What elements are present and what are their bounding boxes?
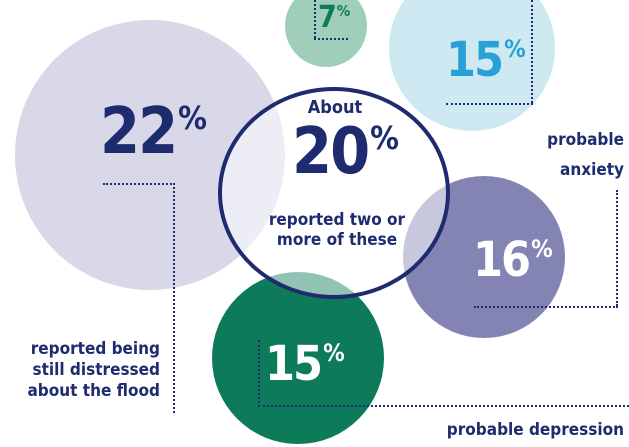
distressed-label-line-3: about the flood — [27, 381, 160, 401]
depression-value: 15 — [265, 336, 323, 392]
depression-connector-h — [258, 405, 629, 407]
combined-unit: % — [370, 118, 399, 157]
combined-circle — [218, 87, 450, 299]
anxiety-connector-h — [446, 103, 533, 105]
combined-label-line-1: reported two or — [268, 210, 406, 230]
depression-connector-v — [258, 340, 260, 407]
top-connector-v — [314, 0, 316, 38]
anxiety-label-line-1: probable — [547, 130, 624, 150]
distress-connector-v — [173, 183, 175, 413]
purple-unit: % — [531, 235, 553, 264]
depression-unit: % — [323, 339, 345, 368]
combined-value: 20 — [292, 115, 370, 189]
anxiety-connector-v — [531, 0, 533, 103]
distressed-stat: 22% — [100, 100, 207, 164]
purple-value: 16 — [473, 232, 531, 288]
distressed-value: 22 — [100, 95, 178, 169]
purple-connector-v — [616, 190, 618, 306]
top-stat: 7% — [318, 3, 350, 33]
anxiety-stat: 15% — [446, 36, 526, 84]
depression-stat: 15% — [265, 340, 345, 388]
depression-circle — [212, 272, 384, 444]
anxiety-value: 15 — [446, 32, 504, 88]
anxiety-circle — [389, 0, 555, 131]
top-small-circle — [285, 0, 367, 67]
distressed-label-line-1: reported being — [30, 339, 160, 359]
top-value: 7 — [318, 0, 337, 35]
purple-connector-h — [474, 306, 618, 308]
distressed-label-line-2: still distressed — [32, 360, 160, 380]
combined-prefix: About — [307, 97, 363, 118]
distress-connector-h — [103, 183, 175, 185]
combined-stat: 20% — [292, 120, 399, 184]
anxiety-label-line-2: anxiety — [560, 160, 624, 180]
top-connector-h — [314, 38, 348, 40]
distressed-unit: % — [178, 98, 207, 137]
combined-label-line-2: more of these — [276, 230, 398, 250]
depression-label: probable depression — [446, 420, 624, 440]
anxiety-unit: % — [504, 35, 526, 64]
top-unit: % — [336, 1, 351, 20]
purple-stat: 16% — [473, 236, 553, 284]
